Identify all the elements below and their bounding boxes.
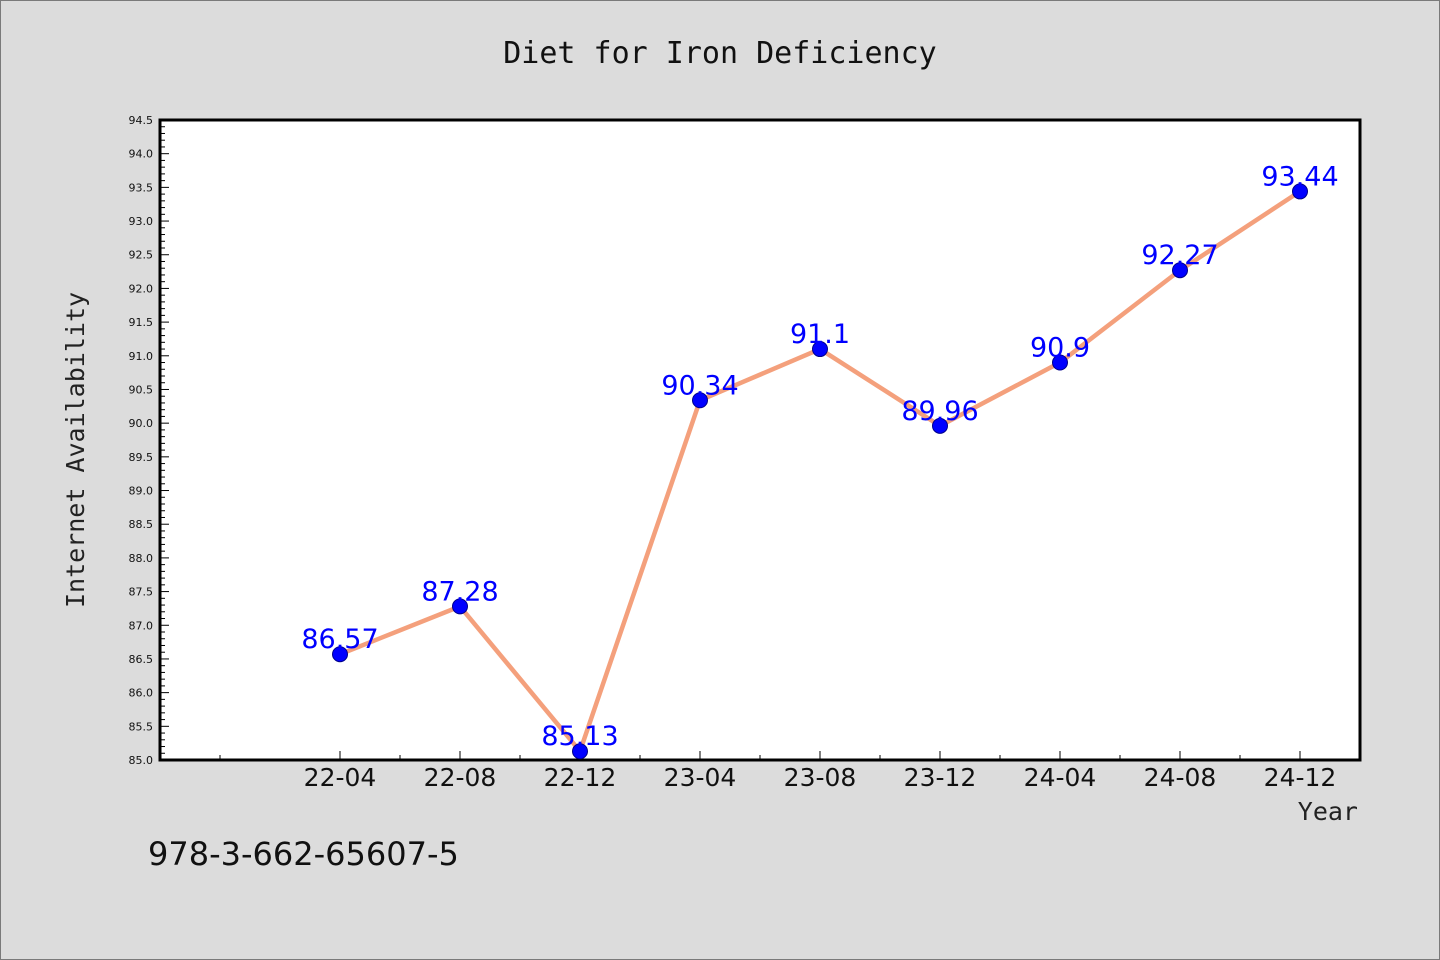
y-tick-label: 88.5 xyxy=(129,518,154,531)
data-label: 93.44 xyxy=(1261,161,1338,192)
series-markers-layer xyxy=(332,183,1308,760)
data-label: 91.1 xyxy=(790,319,850,350)
y-tick-label: 91.0 xyxy=(129,350,154,363)
data-point-marker xyxy=(692,392,708,409)
y-tick-label: 92.0 xyxy=(129,282,154,295)
x-tick-label: 22-12 xyxy=(544,763,617,792)
x-tick-label: 22-04 xyxy=(304,763,377,792)
data-point-marker xyxy=(572,743,588,760)
isbn-footer-text: 978-3-662-65607-5 xyxy=(148,835,459,873)
data-labels-layer: 86.57 87.28 85.13 90.34 91.1 89.96 90.9 92.27 93… xyxy=(301,161,1338,752)
x-tick-label: 23-12 xyxy=(904,763,977,792)
x-axis-label: Year xyxy=(1298,797,1358,826)
data-point-marker xyxy=(932,417,948,434)
axes-ticks: 85.0 85.5 86.0 86.5 87.0 87.5 88.0 88.5 89.0 89.5… xyxy=(129,114,1337,792)
data-point-marker xyxy=(332,646,348,663)
data-label: 92.27 xyxy=(1141,240,1218,271)
y-axis-label: Internet Availability xyxy=(61,292,90,608)
y-tick-label: 89.0 xyxy=(129,485,154,498)
x-tick-label: 23-04 xyxy=(664,763,737,792)
y-tick-label: 94.5 xyxy=(129,114,154,127)
data-label: 89.96 xyxy=(901,396,978,427)
data-label: 90.34 xyxy=(661,370,738,401)
data-point-marker xyxy=(1292,183,1308,200)
y-tick-label: 90.5 xyxy=(129,383,154,396)
y-tick-label: 93.5 xyxy=(129,181,154,194)
y-tick-label: 94.0 xyxy=(129,148,154,161)
y-tick-label: 92.5 xyxy=(129,249,154,262)
x-tick-label: 24-04 xyxy=(1024,763,1097,792)
y-tick-label: 86.0 xyxy=(129,687,154,700)
y-tick-label: 87.5 xyxy=(129,586,154,599)
data-label: 90.9 xyxy=(1030,333,1090,364)
data-point-marker xyxy=(1172,262,1188,279)
y-tick-label: 85.0 xyxy=(129,754,154,767)
chart-title: Diet for Iron Deficiency xyxy=(503,36,936,71)
data-point-marker xyxy=(812,341,828,358)
data-label: 85.13 xyxy=(541,721,618,752)
y-tick-label: 93.0 xyxy=(129,215,154,228)
x-tick-label: 24-08 xyxy=(1144,763,1217,792)
data-point-marker xyxy=(1052,354,1068,371)
data-point-marker xyxy=(452,598,468,615)
y-tick-label: 87.0 xyxy=(129,619,154,632)
y-tick-label: 85.5 xyxy=(129,720,154,733)
y-tick-label: 91.5 xyxy=(129,316,154,329)
x-tick-label: 24-12 xyxy=(1264,763,1337,792)
y-tick-label: 90.0 xyxy=(129,417,154,430)
y-tick-label: 88.0 xyxy=(129,552,154,565)
data-label: 86.57 xyxy=(301,624,378,655)
x-tick-label: 22-08 xyxy=(424,763,497,792)
y-tick-label: 86.5 xyxy=(129,653,154,666)
plot-area xyxy=(158,118,1362,762)
x-tick-label: 23-08 xyxy=(784,763,857,792)
y-tick-label: 89.5 xyxy=(129,451,154,464)
data-label: 87.28 xyxy=(421,576,498,607)
